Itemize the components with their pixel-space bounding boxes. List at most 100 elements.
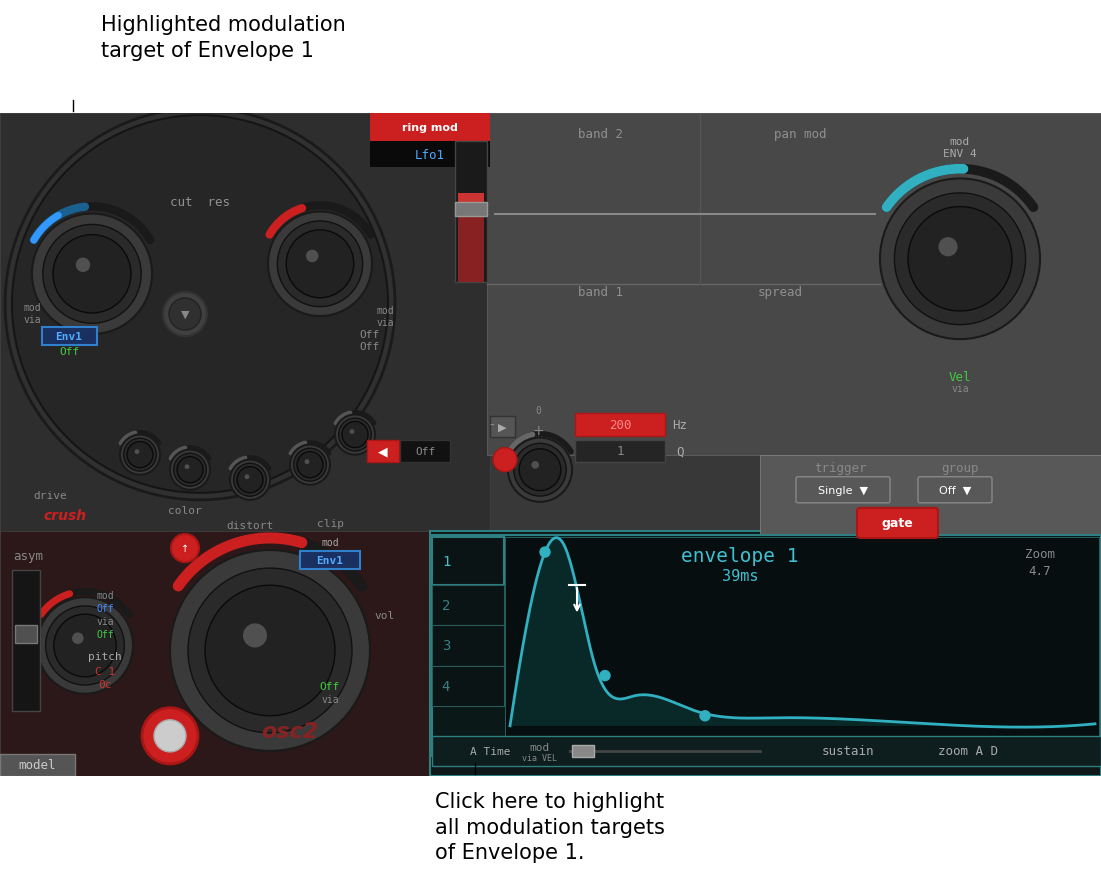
Bar <box>370 114 490 142</box>
Text: C 1: C 1 <box>95 666 116 676</box>
Bar <box>367 440 399 462</box>
Bar <box>760 455 1101 586</box>
Text: band 2: band 2 <box>578 127 622 140</box>
Circle shape <box>53 235 131 314</box>
Circle shape <box>233 464 266 496</box>
Bar <box>299 552 360 569</box>
Text: zoom A D: zoom A D <box>938 745 998 758</box>
Circle shape <box>174 453 206 487</box>
Bar <box>575 414 665 436</box>
Text: Off: Off <box>58 346 79 357</box>
Circle shape <box>493 448 517 472</box>
Circle shape <box>294 449 326 481</box>
Circle shape <box>532 461 539 469</box>
Text: clip: clip <box>316 518 344 528</box>
Bar <box>490 417 515 437</box>
Text: cut  res: cut res <box>170 196 230 209</box>
Text: Q: Q <box>676 445 684 458</box>
Bar <box>430 531 1101 776</box>
Circle shape <box>306 251 318 263</box>
Text: Off  ▼: Off ▼ <box>939 485 971 496</box>
Text: Highlighted modulation
target of Envelope 1: Highlighted modulation target of Envelop… <box>101 15 346 61</box>
Bar <box>573 745 595 757</box>
Text: crush: crush <box>43 509 87 523</box>
Text: pitch: pitch <box>88 651 122 660</box>
Bar <box>432 538 504 586</box>
Circle shape <box>32 214 152 335</box>
Text: envelope 1: envelope 1 <box>682 546 798 565</box>
Text: mod: mod <box>96 590 113 601</box>
Circle shape <box>170 551 370 751</box>
Bar <box>400 440 450 462</box>
Bar <box>575 440 665 462</box>
Circle shape <box>43 225 141 324</box>
Bar <box>42 328 97 346</box>
Bar <box>0 531 440 776</box>
Text: mod: mod <box>377 306 394 316</box>
Text: sustain: sustain <box>821 745 874 758</box>
Circle shape <box>244 474 250 480</box>
Text: ▶: ▶ <box>498 422 506 432</box>
Text: pan mod: pan mod <box>774 127 826 140</box>
Bar <box>487 114 1101 455</box>
FancyBboxPatch shape <box>857 509 938 538</box>
Text: color: color <box>168 505 201 516</box>
Text: 1: 1 <box>442 554 450 568</box>
Text: via: via <box>377 317 394 328</box>
Bar <box>12 570 40 711</box>
Circle shape <box>508 438 573 503</box>
Text: 1: 1 <box>617 445 624 458</box>
Text: ENV 4: ENV 4 <box>944 149 977 159</box>
Text: mod: mod <box>321 538 339 547</box>
Text: 4.7: 4.7 <box>1028 564 1051 577</box>
Bar <box>432 736 1101 766</box>
Circle shape <box>342 422 368 448</box>
Text: mod: mod <box>950 137 970 147</box>
Circle shape <box>700 711 710 721</box>
Circle shape <box>163 293 207 337</box>
Circle shape <box>230 460 270 500</box>
Text: Single  ▼: Single ▼ <box>818 485 868 496</box>
Circle shape <box>600 671 610 681</box>
Text: Hz: Hz <box>673 418 687 431</box>
Bar <box>432 535 1101 756</box>
Circle shape <box>123 438 156 472</box>
Text: A Time: A Time <box>470 746 510 756</box>
Text: Off: Off <box>96 630 113 639</box>
Text: via: via <box>96 617 113 627</box>
Polygon shape <box>510 538 1095 727</box>
Text: 2: 2 <box>442 599 450 613</box>
Circle shape <box>72 632 84 645</box>
Circle shape <box>12 116 388 493</box>
Text: vol: vol <box>374 610 395 621</box>
Text: Off: Off <box>320 681 340 691</box>
Text: Off: Off <box>360 330 380 339</box>
Text: drive: drive <box>33 490 67 500</box>
Text: band 1: band 1 <box>578 286 622 299</box>
Circle shape <box>6 109 395 500</box>
Circle shape <box>168 298 201 331</box>
Text: osc2: osc2 <box>261 721 318 741</box>
Circle shape <box>205 586 335 716</box>
Text: via: via <box>321 694 339 704</box>
Text: Vel: Vel <box>949 370 971 383</box>
Text: 0: 0 <box>535 406 541 416</box>
Circle shape <box>908 207 1012 311</box>
Text: via VEL: via VEL <box>523 753 557 763</box>
Text: model: model <box>19 759 56 772</box>
Text: Env1: Env1 <box>316 555 344 566</box>
Bar <box>432 625 504 666</box>
Circle shape <box>514 444 566 496</box>
Text: 0c: 0c <box>98 679 111 688</box>
Text: Lfo1: Lfo1 <box>415 148 445 161</box>
Text: asym: asym <box>13 549 43 562</box>
Text: ◀: ◀ <box>378 445 388 458</box>
Bar <box>505 538 1099 736</box>
Text: 200: 200 <box>609 418 631 431</box>
Text: distort: distort <box>227 520 274 531</box>
Bar <box>455 142 487 282</box>
Circle shape <box>185 465 189 469</box>
Circle shape <box>520 449 560 491</box>
Bar <box>432 666 504 706</box>
Text: ring mod: ring mod <box>402 123 458 133</box>
